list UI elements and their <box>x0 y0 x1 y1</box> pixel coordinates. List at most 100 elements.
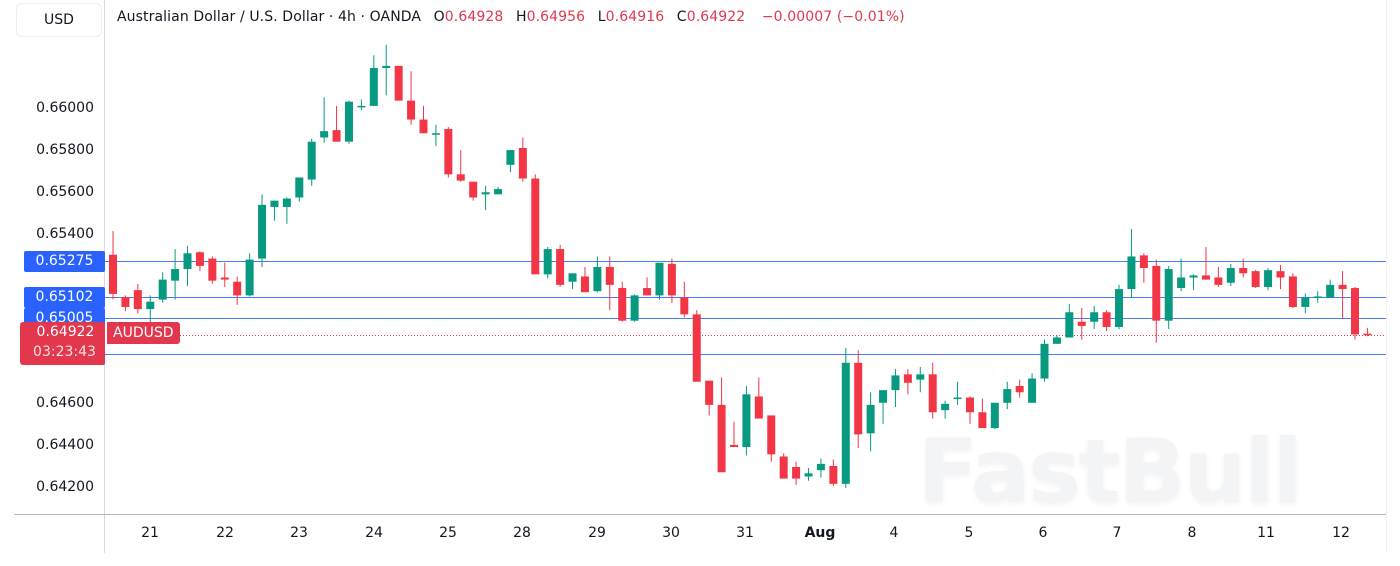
candle[interactable] <box>916 366 925 393</box>
candle[interactable] <box>978 398 987 429</box>
candle[interactable] <box>469 181 478 201</box>
candle[interactable] <box>531 174 540 275</box>
candle[interactable] <box>928 362 937 419</box>
candle[interactable] <box>705 380 714 416</box>
candle[interactable] <box>282 197 291 224</box>
symbol-title[interactable]: Australian Dollar / U.S. Dollar · 4h · O… <box>117 9 422 25</box>
candle[interactable] <box>1003 381 1012 410</box>
price-axis[interactable]: 0.66000 0.65800 0.65600 0.65400 0.64600 0.644… <box>14 0 105 514</box>
candle[interactable] <box>1052 335 1061 344</box>
candle[interactable] <box>1201 246 1210 280</box>
candle[interactable] <box>431 124 440 146</box>
candle[interactable] <box>1276 264 1285 290</box>
candle[interactable] <box>258 194 267 267</box>
candle[interactable] <box>195 251 204 272</box>
candle[interactable] <box>1152 259 1161 343</box>
candle[interactable] <box>643 277 652 296</box>
candle[interactable] <box>1363 327 1372 337</box>
candle[interactable] <box>667 258 676 303</box>
candle[interactable] <box>1351 286 1359 340</box>
candle[interactable] <box>171 249 180 300</box>
candle[interactable] <box>965 396 974 424</box>
candle[interactable] <box>357 99 366 111</box>
candle[interactable] <box>1239 258 1248 278</box>
candle[interactable] <box>1127 229 1136 298</box>
candle[interactable] <box>804 468 813 481</box>
candle[interactable] <box>841 348 850 489</box>
candle[interactable] <box>1090 305 1099 330</box>
candle[interactable] <box>1028 373 1037 403</box>
candle[interactable] <box>1102 310 1111 332</box>
candle[interactable] <box>730 421 738 448</box>
candle[interactable] <box>307 138 316 186</box>
candle[interactable] <box>792 461 801 485</box>
candle[interactable] <box>233 276 242 305</box>
candle[interactable] <box>816 458 825 478</box>
candle[interactable] <box>444 126 453 178</box>
candle[interactable] <box>518 137 527 182</box>
candle[interactable] <box>369 55 378 106</box>
candle[interactable] <box>891 369 900 407</box>
candle[interactable] <box>1338 271 1347 319</box>
candle[interactable] <box>332 105 341 142</box>
candle[interactable] <box>941 400 950 419</box>
candle[interactable] <box>556 244 565 287</box>
candle[interactable] <box>320 97 329 143</box>
candle[interactable] <box>481 185 490 211</box>
candle[interactable] <box>866 392 875 452</box>
candle[interactable] <box>1301 293 1310 314</box>
candle[interactable] <box>618 281 627 322</box>
candle[interactable] <box>382 44 391 96</box>
candle[interactable] <box>1065 303 1074 338</box>
candle[interactable] <box>295 177 304 202</box>
candle[interactable] <box>1189 274 1198 291</box>
candle[interactable] <box>1226 263 1235 286</box>
candle[interactable] <box>854 350 863 449</box>
candle[interactable] <box>903 369 912 395</box>
candle[interactable] <box>419 105 428 134</box>
candle[interactable] <box>692 310 701 382</box>
candle[interactable] <box>407 71 416 125</box>
candle[interactable] <box>121 295 130 312</box>
candle[interactable] <box>1115 284 1124 330</box>
candle[interactable] <box>245 253 254 297</box>
candle[interactable] <box>1077 308 1086 340</box>
candle[interactable] <box>456 150 465 182</box>
candle[interactable] <box>1139 253 1148 283</box>
candle[interactable] <box>344 100 353 144</box>
candle[interactable] <box>208 256 217 284</box>
candle[interactable] <box>754 377 763 419</box>
candle[interactable] <box>543 246 552 279</box>
candle[interactable] <box>1164 265 1173 330</box>
candle[interactable] <box>146 295 155 323</box>
candle[interactable] <box>568 273 577 290</box>
candle[interactable] <box>990 402 999 430</box>
candle[interactable] <box>829 459 838 486</box>
candle[interactable] <box>1313 291 1322 303</box>
candle[interactable] <box>717 377 726 473</box>
candle[interactable] <box>220 262 229 287</box>
candle[interactable] <box>506 150 515 173</box>
candle[interactable] <box>742 385 751 456</box>
candle[interactable] <box>655 262 664 300</box>
currency-button[interactable]: USD <box>16 3 102 37</box>
candle[interactable] <box>767 415 776 462</box>
candle[interactable] <box>109 231 117 300</box>
candle[interactable] <box>879 390 888 424</box>
candle[interactable] <box>1214 266 1223 287</box>
candle[interactable] <box>270 200 279 221</box>
candle[interactable] <box>158 272 167 303</box>
candle[interactable] <box>1177 258 1186 292</box>
candle[interactable] <box>183 245 192 286</box>
candle[interactable] <box>133 283 142 314</box>
candle[interactable] <box>580 266 589 293</box>
candle[interactable] <box>1288 273 1297 309</box>
candle[interactable] <box>1015 379 1024 398</box>
candle[interactable] <box>1326 279 1335 298</box>
candle[interactable] <box>953 381 962 405</box>
candle[interactable] <box>1264 268 1273 291</box>
candle[interactable] <box>593 256 602 293</box>
candle[interactable] <box>1040 339 1049 382</box>
candle[interactable] <box>1251 270 1260 289</box>
candle[interactable] <box>779 453 788 479</box>
